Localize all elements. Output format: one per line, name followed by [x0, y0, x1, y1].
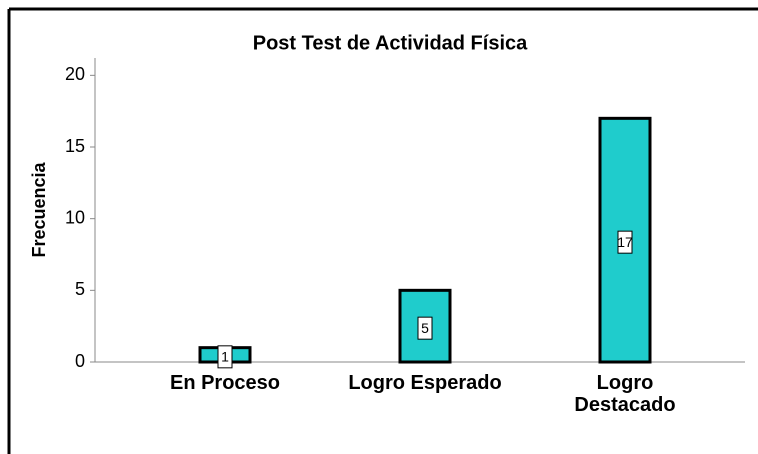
y-tick-label: 5: [75, 279, 85, 299]
value-label: 1: [221, 349, 229, 365]
value-label-box: [417, 316, 433, 340]
value-label: 5: [421, 320, 429, 336]
y-tick-label: 20: [65, 64, 85, 84]
x-tick-label: En Proceso: [169, 372, 281, 394]
chart-title: Post Test de Actividad Física: [253, 32, 528, 54]
y-axis-label: Frecuencia: [29, 161, 49, 257]
y-tick-label: 10: [65, 207, 85, 227]
x-tick-label: Logro Destacado: [574, 372, 676, 416]
x-tick-label: Logro Esperado: [348, 372, 502, 394]
y-tick-label: 15: [65, 136, 85, 156]
value-label-box: [217, 345, 233, 369]
y-tick-label: 0: [75, 351, 85, 371]
value-label-box: [617, 230, 633, 254]
value-label: 17: [617, 234, 633, 250]
